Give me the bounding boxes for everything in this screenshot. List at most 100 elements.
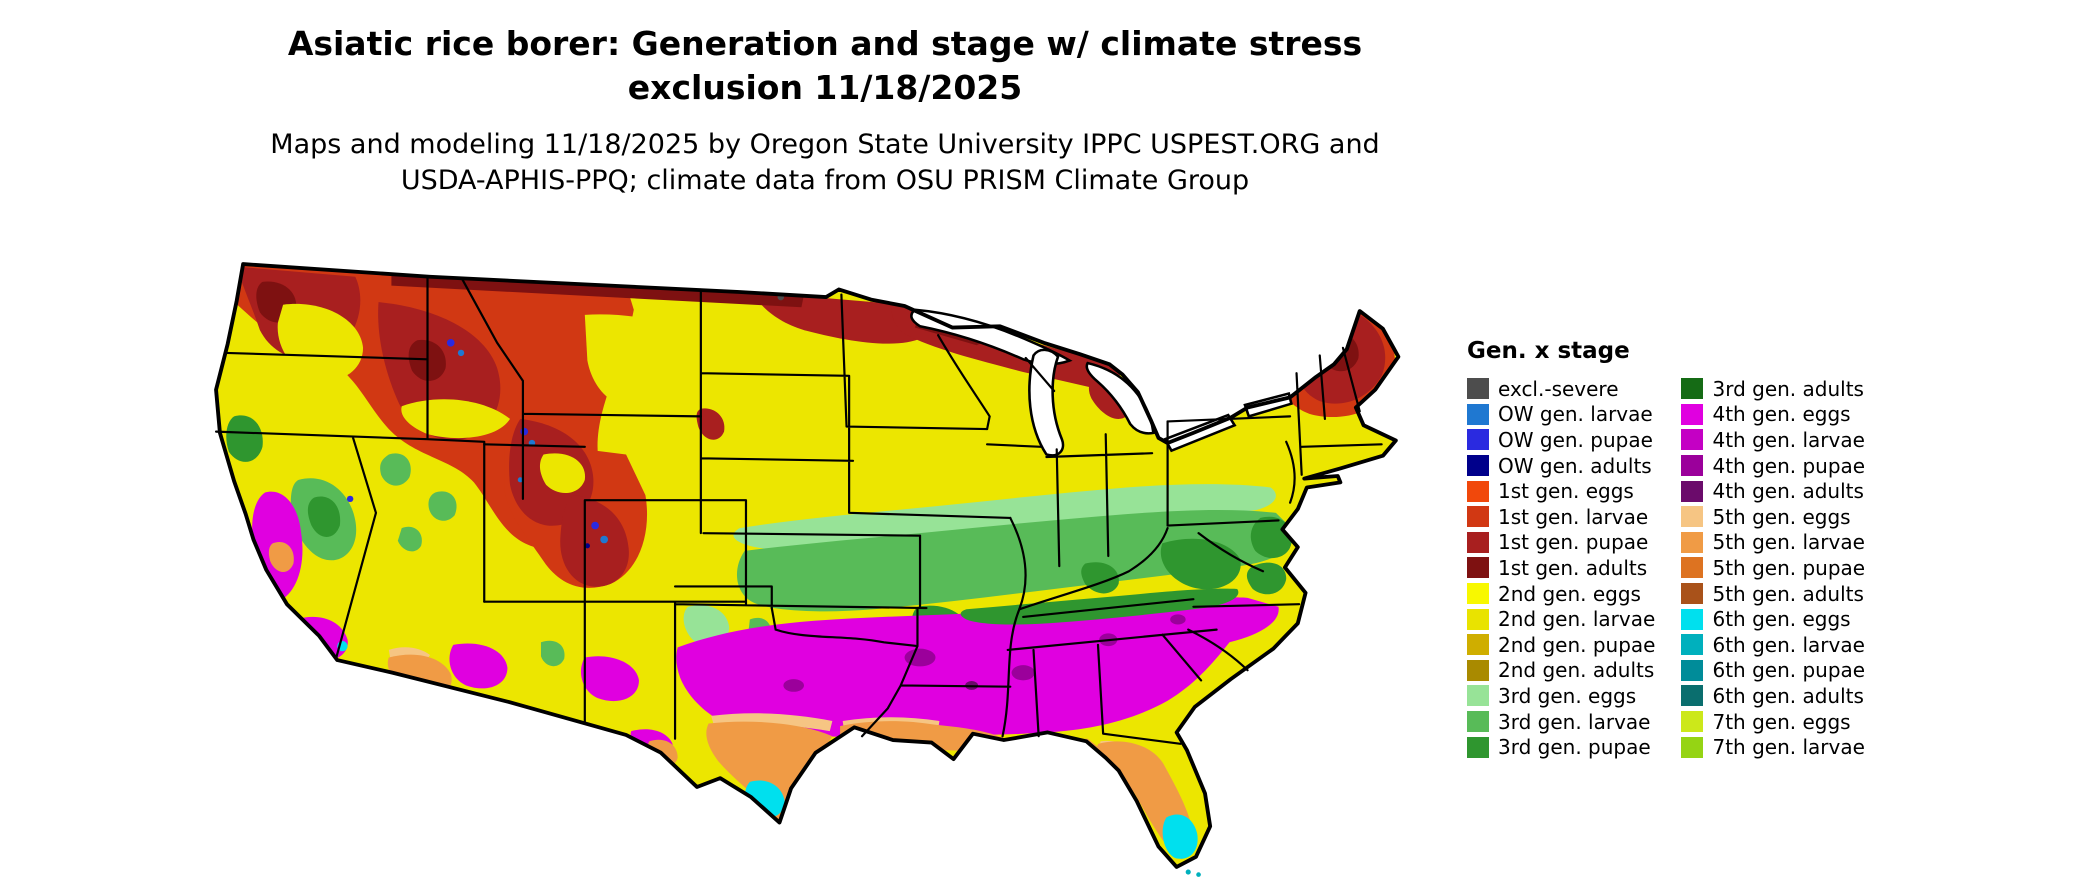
legend-item: 5th gen. eggs bbox=[1681, 504, 1865, 530]
legend-item: 4th gen. pupae bbox=[1681, 453, 1865, 479]
legend-item: 1st gen. pupae bbox=[1467, 530, 1655, 556]
legend-swatch bbox=[1467, 608, 1489, 630]
legend-swatch bbox=[1467, 429, 1489, 451]
legend-item: 2nd gen. larvae bbox=[1467, 606, 1655, 632]
legend-label: 4th gen. pupae bbox=[1712, 453, 1866, 478]
legend-label: 5th gen. eggs bbox=[1712, 504, 1851, 529]
legend-label: 7th gen. eggs bbox=[1712, 709, 1851, 734]
legend-label: OW gen. pupae bbox=[1498, 427, 1653, 452]
legend-swatch bbox=[1681, 480, 1704, 502]
legend-label: 2nd gen. larvae bbox=[1498, 607, 1656, 632]
legend-columns: excl.-severe OW gen. larvae OW gen. pupa… bbox=[1467, 376, 1865, 760]
legend-item: 2nd gen. eggs bbox=[1467, 581, 1655, 607]
legend-swatch bbox=[1467, 583, 1489, 605]
legend-item: 1st gen. larvae bbox=[1467, 504, 1655, 530]
legend-item: 1st gen. eggs bbox=[1467, 478, 1655, 504]
legend-item: 3rd gen. adults bbox=[1681, 376, 1865, 402]
us-phenology-map bbox=[198, 226, 1410, 886]
legend-item: 2nd gen. pupae bbox=[1467, 632, 1655, 658]
legend-label: 2nd gen. adults bbox=[1498, 658, 1655, 683]
title-line-1: Asiatic rice borer: Generation and stage… bbox=[287, 24, 1363, 63]
legend-item: 3rd gen. eggs bbox=[1467, 683, 1655, 709]
legend-item: 4th gen. eggs bbox=[1681, 402, 1865, 428]
legend-swatch bbox=[1467, 531, 1489, 553]
legend-label: 2nd gen. eggs bbox=[1498, 581, 1641, 606]
legend-label: 3rd gen. eggs bbox=[1498, 683, 1637, 708]
legend-label: 1st gen. eggs bbox=[1498, 479, 1634, 504]
legend-label: 5th gen. adults bbox=[1712, 581, 1864, 606]
legend-label: 1st gen. pupae bbox=[1498, 530, 1649, 555]
legend-item: 6th gen. larvae bbox=[1681, 632, 1865, 658]
legend-swatch bbox=[1681, 455, 1704, 477]
us-map-svg bbox=[214, 262, 1401, 877]
legend-item: 3rd gen. larvae bbox=[1467, 709, 1655, 735]
legend-label: 3rd gen. adults bbox=[1712, 376, 1864, 401]
legend-label: 6th gen. larvae bbox=[1712, 632, 1865, 657]
legend-item: OW gen. pupae bbox=[1467, 427, 1655, 453]
legend-swatch bbox=[1681, 557, 1704, 579]
legend-swatch bbox=[1681, 634, 1704, 656]
florida-keys-speck bbox=[1196, 872, 1201, 877]
legend-label: 7th gen. larvae bbox=[1712, 735, 1865, 760]
legend-swatch bbox=[1681, 531, 1704, 553]
legend-item: 5th gen. larvae bbox=[1681, 530, 1865, 556]
legend-label: 3rd gen. larvae bbox=[1498, 709, 1651, 734]
legend-swatch bbox=[1681, 711, 1704, 733]
legend-item: 5th gen. pupae bbox=[1681, 555, 1865, 581]
page-subtitle: Maps and modeling 11/18/2025 by Oregon S… bbox=[250, 127, 1400, 198]
legend-swatch bbox=[1467, 557, 1489, 579]
legend-label: 1st gen. larvae bbox=[1498, 504, 1649, 529]
subtitle-line-2: USDA-APHIS-PPQ; climate data from OSU PR… bbox=[400, 164, 1250, 196]
legend-label: 6th gen. pupae bbox=[1712, 658, 1866, 683]
legend-label: OW gen. adults bbox=[1498, 453, 1652, 478]
legend-swatch bbox=[1681, 429, 1704, 451]
legend-swatch bbox=[1681, 403, 1704, 425]
legend-label: 4th gen. eggs bbox=[1712, 402, 1851, 427]
legend-swatch bbox=[1681, 736, 1704, 758]
legend-column-left: excl.-severe OW gen. larvae OW gen. pupa… bbox=[1467, 376, 1655, 760]
legend-swatch bbox=[1681, 506, 1704, 528]
state-borders bbox=[214, 275, 1383, 745]
legend-item: 4th gen. larvae bbox=[1681, 427, 1865, 453]
legend-label: 1st gen. adults bbox=[1498, 555, 1648, 580]
legend-item: 7th gen. larvae bbox=[1681, 734, 1865, 760]
legend-swatch bbox=[1681, 659, 1704, 681]
legend-item: 6th gen. pupae bbox=[1681, 658, 1865, 684]
legend-label: 2nd gen. pupae bbox=[1498, 632, 1656, 657]
map-header: Asiatic rice borer: Generation and stage… bbox=[250, 22, 1400, 198]
legend-swatch bbox=[1467, 378, 1489, 400]
legend-item: 3rd gen. pupae bbox=[1467, 734, 1655, 760]
legend-label: 6th gen. adults bbox=[1712, 683, 1864, 708]
legend-label: OW gen. larvae bbox=[1498, 402, 1653, 427]
legend-swatch bbox=[1681, 583, 1704, 605]
title-line-2: exclusion 11/18/2025 bbox=[627, 67, 1023, 107]
legend-item: 6th gen. eggs bbox=[1681, 606, 1865, 632]
legend-swatch bbox=[1467, 403, 1489, 425]
legend-swatch bbox=[1467, 480, 1489, 502]
map-fill-regions bbox=[216, 264, 1399, 867]
subtitle-line-1: Maps and modeling 11/18/2025 by Oregon S… bbox=[270, 129, 1380, 161]
legend-item: OW gen. larvae bbox=[1467, 402, 1655, 428]
legend-swatch bbox=[1467, 506, 1489, 528]
legend-label: 5th gen. larvae bbox=[1712, 530, 1865, 555]
legend-item: 4th gen. adults bbox=[1681, 478, 1865, 504]
legend-title: Gen. x stage bbox=[1467, 338, 1630, 364]
legend-swatch bbox=[1467, 711, 1489, 733]
legend-swatch bbox=[1467, 685, 1489, 707]
legend-label: excl.-severe bbox=[1498, 376, 1619, 401]
legend-item: 2nd gen. adults bbox=[1467, 658, 1655, 684]
legend: Gen. x stage excl.-severe OW gen. larvae… bbox=[1467, 338, 1865, 760]
florida-keys-speck bbox=[1185, 869, 1191, 875]
legend-item: 1st gen. adults bbox=[1467, 555, 1655, 581]
map-outline bbox=[214, 262, 1401, 869]
legend-label: 3rd gen. pupae bbox=[1498, 735, 1651, 760]
legend-item: 5th gen. adults bbox=[1681, 581, 1865, 607]
legend-swatch bbox=[1467, 659, 1489, 681]
legend-column-right: 3rd gen. adults 4th gen. eggs 4th gen. l… bbox=[1681, 376, 1865, 760]
legend-label: 5th gen. pupae bbox=[1712, 555, 1866, 580]
legend-swatch bbox=[1467, 455, 1489, 477]
legend-label: 4th gen. adults bbox=[1712, 479, 1864, 504]
legend-swatch bbox=[1681, 378, 1704, 400]
legend-label: 6th gen. eggs bbox=[1712, 607, 1851, 632]
legend-item: 7th gen. eggs bbox=[1681, 709, 1865, 735]
